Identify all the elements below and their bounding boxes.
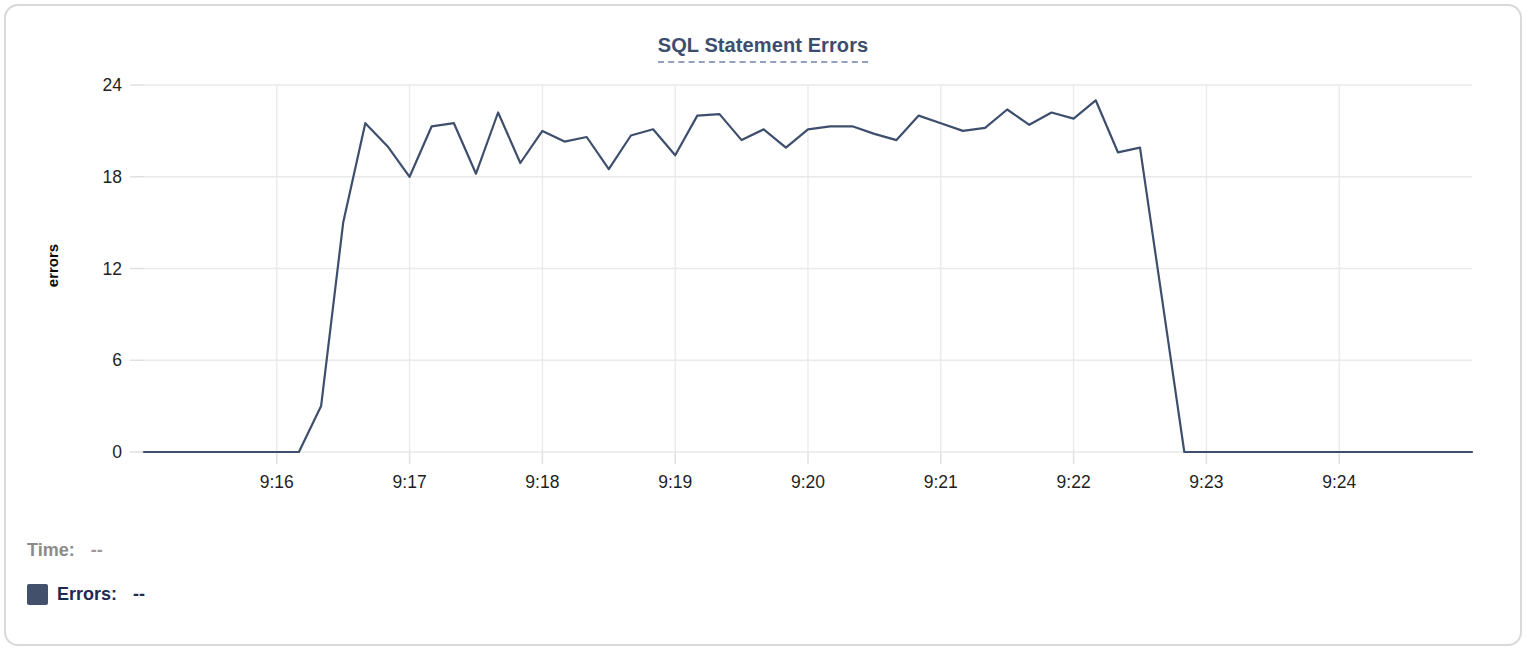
- x-tick-label: 9:18: [525, 472, 559, 492]
- x-tick-label: 9:22: [1057, 472, 1091, 492]
- x-tick-label: 9:19: [658, 472, 692, 492]
- errors-series-swatch: [27, 584, 48, 605]
- y-axis-label: errors: [44, 211, 61, 321]
- x-tick-label: 9:21: [924, 472, 958, 492]
- tooltip-errors-row: Errors: --: [27, 584, 145, 605]
- x-tick-label: 9:23: [1189, 472, 1223, 492]
- line-chart-canvas[interactable]: 0 6 12 18 24 9:16 9:17 9:18 9:19 9:20 9:21 9:22 9:23…: [6, 6, 1524, 506]
- y-tick-label: 24: [103, 75, 123, 95]
- y-tick-label: 12: [103, 259, 122, 279]
- y-tick-label: 18: [103, 167, 122, 187]
- x-tick-label: 9:24: [1322, 472, 1356, 492]
- y-tick-label: 0: [112, 442, 122, 462]
- time-value: --: [91, 540, 103, 561]
- x-tick-label: 9:16: [260, 472, 294, 492]
- errors-value: --: [133, 584, 145, 605]
- chart-card: SQL Statement Errors 061218249:169:179:1…: [4, 4, 1522, 646]
- y-tick-label: 6: [112, 350, 122, 370]
- errors-label: Errors:: [57, 584, 117, 605]
- x-tick-label: 9:20: [791, 472, 825, 492]
- x-tick-label: 9:17: [393, 472, 427, 492]
- tooltip-time-row: Time: --: [27, 540, 103, 561]
- time-label: Time:: [27, 540, 75, 561]
